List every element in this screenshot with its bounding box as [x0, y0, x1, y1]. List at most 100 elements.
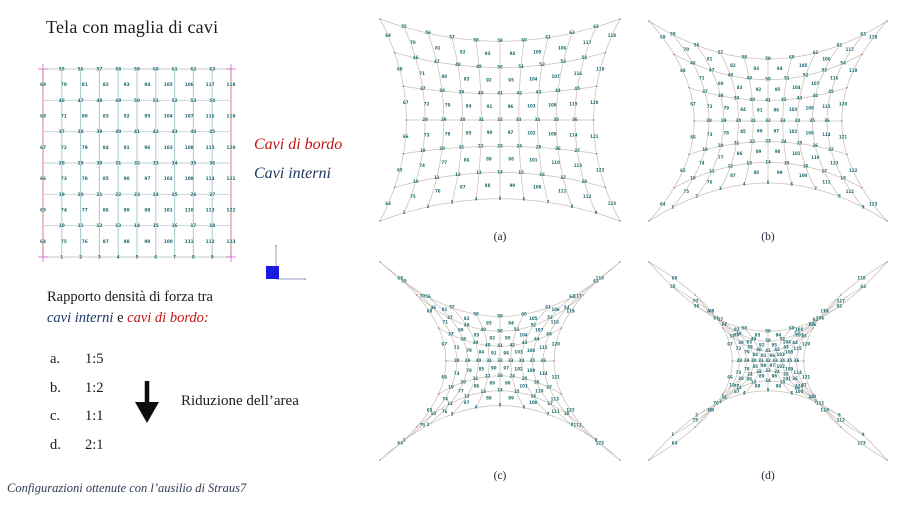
svg-text:36: 36: [540, 358, 546, 363]
svg-text:61: 61: [813, 50, 819, 55]
svg-text:101: 101: [519, 383, 528, 388]
svg-text:79: 79: [466, 348, 472, 353]
svg-text:81: 81: [82, 82, 88, 88]
svg-text:102: 102: [777, 364, 786, 369]
svg-text:61: 61: [545, 305, 551, 310]
svg-text:76: 76: [435, 188, 441, 193]
svg-text:24: 24: [153, 192, 159, 198]
svg-text:70: 70: [420, 293, 426, 298]
svg-text:117: 117: [573, 293, 582, 298]
svg-text:94: 94: [508, 320, 514, 325]
svg-text:108: 108: [548, 103, 557, 108]
svg-text:75: 75: [410, 194, 416, 199]
svg-text:46: 46: [431, 305, 437, 310]
svg-text:88: 88: [485, 183, 491, 188]
svg-text:115: 115: [569, 102, 578, 107]
svg-text:37: 37: [729, 333, 735, 338]
svg-text:42: 42: [781, 97, 787, 102]
svg-text:100: 100: [164, 239, 173, 245]
svg-text:22: 22: [749, 139, 755, 144]
svg-text:66: 66: [727, 375, 733, 380]
svg-text:51: 51: [153, 98, 159, 104]
svg-text:57: 57: [718, 317, 724, 322]
svg-text:73: 73: [424, 132, 430, 137]
svg-text:97: 97: [774, 128, 780, 133]
svg-text:10: 10: [707, 407, 713, 412]
svg-text:18: 18: [840, 176, 846, 181]
svg-text:4: 4: [475, 405, 478, 410]
svg-text:94: 94: [777, 66, 783, 71]
svg-text:86: 86: [737, 151, 743, 156]
svg-text:88: 88: [124, 239, 130, 245]
svg-text:8: 8: [571, 204, 574, 209]
svg-text:85: 85: [103, 176, 109, 182]
svg-text:56: 56: [694, 303, 700, 308]
svg-text:105: 105: [164, 82, 173, 88]
svg-text:86: 86: [103, 208, 109, 214]
svg-text:121: 121: [590, 134, 599, 139]
svg-text:90: 90: [761, 363, 767, 368]
svg-text:101: 101: [164, 208, 173, 214]
svg-text:114: 114: [206, 176, 215, 182]
svg-text:86: 86: [464, 158, 470, 163]
svg-text:14: 14: [497, 170, 503, 175]
svg-text:5: 5: [499, 196, 502, 201]
svg-text:80: 80: [458, 327, 464, 332]
svg-text:97: 97: [144, 176, 150, 182]
svg-text:8: 8: [192, 255, 195, 261]
svg-text:3: 3: [98, 255, 101, 261]
svg-text:99: 99: [777, 170, 783, 175]
svg-text:66: 66: [690, 135, 696, 140]
svg-text:59: 59: [134, 67, 140, 73]
svg-text:25: 25: [522, 376, 528, 381]
svg-text:24: 24: [781, 139, 787, 144]
svg-text:88: 88: [486, 396, 492, 401]
svg-text:56: 56: [425, 294, 431, 299]
svg-text:65: 65: [397, 168, 403, 173]
svg-text:79: 79: [445, 103, 451, 108]
svg-text:75: 75: [61, 239, 67, 245]
svg-text:75: 75: [692, 418, 698, 423]
svg-text:116: 116: [574, 71, 583, 76]
svg-text:54: 54: [564, 305, 570, 310]
svg-text:29: 29: [721, 118, 727, 123]
svg-text:45: 45: [209, 129, 215, 135]
svg-text:46: 46: [707, 309, 713, 314]
svg-text:19: 19: [420, 148, 426, 153]
svg-text:10: 10: [431, 411, 437, 416]
svg-text:74: 74: [721, 394, 727, 399]
svg-text:80: 80: [718, 81, 724, 86]
svg-text:31: 31: [115, 161, 121, 167]
svg-text:48: 48: [728, 73, 734, 78]
svg-text:95: 95: [772, 343, 778, 348]
svg-text:91: 91: [491, 351, 497, 356]
svg-text:104: 104: [792, 85, 801, 90]
svg-text:12: 12: [736, 385, 742, 390]
svg-text:102: 102: [789, 129, 798, 134]
svg-text:111: 111: [816, 401, 825, 406]
svg-text:21: 21: [459, 144, 465, 149]
svg-text:6: 6: [790, 182, 793, 187]
svg-text:100: 100: [799, 173, 808, 178]
svg-text:31: 31: [758, 358, 764, 363]
svg-text:114: 114: [569, 132, 578, 137]
svg-text:116: 116: [830, 76, 839, 81]
svg-text:8: 8: [838, 413, 841, 418]
svg-text:71: 71: [699, 76, 705, 81]
svg-text:120: 120: [802, 342, 811, 347]
force-ratio-interni: cavi interni: [47, 310, 114, 326]
svg-text:106: 106: [551, 307, 560, 312]
svg-text:63: 63: [860, 32, 866, 37]
svg-text:18: 18: [209, 223, 215, 229]
svg-text:46: 46: [59, 98, 65, 104]
svg-text:109: 109: [806, 130, 815, 135]
svg-text:66: 66: [40, 176, 46, 182]
svg-text:67: 67: [690, 101, 696, 106]
svg-text:18: 18: [564, 411, 570, 416]
svg-text:67: 67: [441, 342, 447, 347]
svg-text:123: 123: [869, 201, 878, 206]
legend-cavi-interni: Cavi interni: [254, 165, 331, 182]
svg-text:119: 119: [820, 309, 829, 314]
svg-text:92: 92: [759, 343, 765, 348]
